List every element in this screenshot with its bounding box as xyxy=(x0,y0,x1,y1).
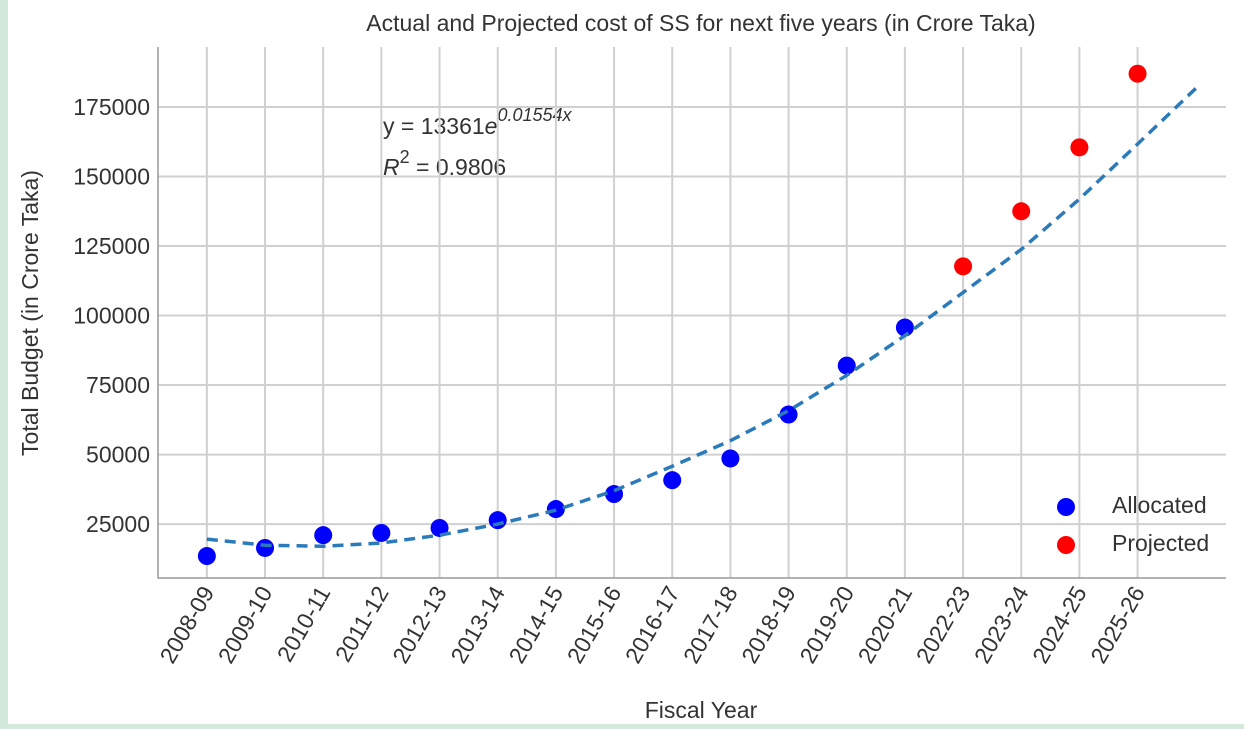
data-point xyxy=(895,318,914,337)
y-axis-label: Total Budget (in Crore Taka) xyxy=(17,170,43,456)
y-tick-label: 100000 xyxy=(73,303,150,329)
data-point xyxy=(372,523,391,542)
equation: y = 13361e0.01554x xyxy=(383,105,573,139)
equation-e: e xyxy=(485,113,498,139)
data-point xyxy=(663,471,682,490)
data-point xyxy=(430,518,449,537)
background xyxy=(8,0,1244,724)
data-point xyxy=(256,538,275,557)
x-axis-label: Fiscal Year xyxy=(645,697,758,723)
data-point xyxy=(1128,64,1147,83)
y-tick-label: 50000 xyxy=(86,442,150,468)
legend-marker xyxy=(1057,536,1075,554)
data-point xyxy=(488,511,507,530)
data-point xyxy=(954,257,973,276)
legend-label: Projected xyxy=(1112,530,1209,556)
legend-marker xyxy=(1057,498,1075,516)
data-point xyxy=(779,405,798,424)
data-point xyxy=(837,356,856,375)
data-point xyxy=(314,526,333,545)
trend-line xyxy=(206,87,1197,549)
equation-base: y = 13361 xyxy=(383,113,485,139)
y-tick-label: 25000 xyxy=(86,511,150,537)
y-tick-label: 75000 xyxy=(86,372,150,398)
y-tick-label: 175000 xyxy=(73,94,150,120)
legend-label: Allocated xyxy=(1112,492,1207,518)
data-point xyxy=(721,449,740,468)
equation-exponent: 0.01554x xyxy=(497,105,572,125)
data-point xyxy=(197,547,216,566)
grid xyxy=(158,47,1226,578)
r2-base: R xyxy=(383,154,400,180)
data-point xyxy=(1070,138,1089,157)
r2-sup: 2 xyxy=(400,147,410,167)
axes-frame xyxy=(157,47,1226,579)
y-tick-label: 150000 xyxy=(73,164,150,190)
chart-title: Actual and Projected cost of SS for next… xyxy=(366,10,1035,36)
data-point xyxy=(546,500,565,519)
y-tick-label: 125000 xyxy=(73,233,150,259)
data-point xyxy=(1012,202,1031,221)
